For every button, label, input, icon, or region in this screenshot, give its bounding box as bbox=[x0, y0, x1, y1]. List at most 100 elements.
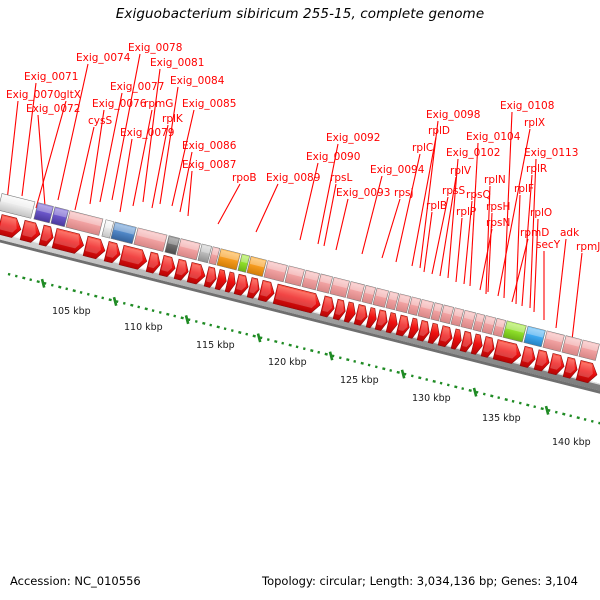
gene-feature-reverse[interactable] bbox=[272, 283, 322, 315]
gene-feature-forward[interactable] bbox=[133, 227, 168, 252]
gene-feature-forward[interactable] bbox=[372, 287, 389, 308]
gene-feature-forward[interactable] bbox=[542, 330, 565, 353]
gene-label[interactable]: rplF bbox=[514, 183, 534, 195]
gene-label[interactable]: rpsH bbox=[486, 201, 511, 213]
gene-label[interactable]: rplX bbox=[524, 117, 546, 129]
gene-label[interactable]: secY bbox=[536, 239, 561, 251]
gene-label[interactable]: Exig_0084 bbox=[170, 75, 225, 87]
gene-label[interactable]: rplK bbox=[162, 113, 183, 125]
gene-feature-reverse[interactable] bbox=[365, 307, 379, 329]
gene-label[interactable]: Exig_0094 bbox=[370, 164, 425, 176]
gene-feature-reverse[interactable] bbox=[145, 251, 163, 274]
gene-feature-forward[interactable] bbox=[176, 238, 201, 261]
gene-feature-forward[interactable] bbox=[0, 193, 36, 219]
gene-feature-reverse[interactable] bbox=[319, 295, 337, 318]
gene-label[interactable]: rplD bbox=[428, 125, 450, 137]
gene-label[interactable]: Exig_0081 bbox=[150, 57, 205, 69]
gene-feature-reverse[interactable] bbox=[82, 235, 107, 260]
gene-feature-reverse[interactable] bbox=[427, 322, 442, 345]
gene-feature-reverse[interactable] bbox=[450, 328, 464, 350]
gene-feature-forward[interactable] bbox=[361, 284, 377, 305]
gene-label[interactable]: gltX bbox=[60, 89, 81, 101]
gene-label[interactable]: adk bbox=[560, 227, 580, 239]
gene-feature-forward[interactable] bbox=[101, 219, 115, 239]
gene-label[interactable]: Exig_0089 bbox=[266, 172, 321, 184]
gene-label[interactable]: rpoB bbox=[232, 172, 257, 184]
gene-feature-forward[interactable] bbox=[439, 304, 455, 325]
gene-label[interactable]: Exig_0078 bbox=[128, 42, 183, 54]
gene-label[interactable]: rpmG bbox=[144, 98, 174, 110]
gene-feature-forward[interactable] bbox=[385, 290, 400, 311]
gene-feature-reverse[interactable] bbox=[19, 219, 42, 244]
gene-feature-reverse[interactable] bbox=[562, 356, 580, 379]
gene-feature-reverse[interactable] bbox=[492, 339, 523, 365]
gene-feature-reverse[interactable] bbox=[173, 258, 191, 281]
gene-feature-reverse[interactable] bbox=[233, 273, 251, 296]
gene-feature-reverse[interactable] bbox=[416, 319, 432, 342]
gene-label[interactable]: cysS bbox=[88, 115, 113, 127]
gene-label[interactable]: Exig_0077 bbox=[110, 81, 165, 93]
gene-feature-reverse[interactable] bbox=[203, 266, 219, 289]
gene-label[interactable]: rplP bbox=[456, 206, 477, 218]
gene-feature-reverse[interactable] bbox=[407, 317, 421, 339]
gene-feature-forward[interactable] bbox=[346, 281, 365, 302]
gene-feature-forward[interactable] bbox=[50, 206, 69, 228]
gene-feature-forward[interactable] bbox=[237, 253, 251, 273]
gene-feature-reverse[interactable] bbox=[519, 345, 537, 369]
gene-label[interactable]: Exig_0113 bbox=[524, 147, 579, 159]
gene-label[interactable]: Exig_0079 bbox=[120, 127, 175, 139]
gene-label[interactable]: rpsQ bbox=[466, 189, 491, 201]
gene-label[interactable]: Exig_0087 bbox=[182, 159, 237, 171]
gene-feature-forward[interactable] bbox=[164, 235, 181, 256]
gene-label[interactable]: rpmD bbox=[520, 227, 550, 239]
gene-feature-forward[interactable] bbox=[407, 296, 422, 316]
gene-feature-forward[interactable] bbox=[460, 309, 477, 330]
gene-feature-reverse[interactable] bbox=[395, 314, 412, 337]
gene-label[interactable]: Exig_0076 bbox=[92, 98, 147, 110]
gene-feature-forward[interactable] bbox=[472, 312, 486, 332]
gene-feature-forward[interactable] bbox=[417, 299, 434, 320]
gene-label[interactable]: rpsJ bbox=[394, 187, 414, 199]
gene-feature-reverse[interactable] bbox=[0, 214, 23, 240]
gene-feature-forward[interactable] bbox=[208, 246, 221, 266]
gene-feature-forward[interactable] bbox=[578, 339, 600, 361]
gene-feature-forward[interactable] bbox=[33, 202, 54, 224]
gene-label[interactable]: Exig_0072 bbox=[26, 103, 81, 115]
gene-feature-reverse[interactable] bbox=[257, 279, 276, 303]
gene-feature-forward[interactable] bbox=[263, 260, 288, 283]
gene-feature-reverse[interactable] bbox=[343, 301, 358, 324]
gene-label[interactable]: Exig_0071 bbox=[24, 71, 79, 83]
gene-label[interactable]: rplO bbox=[530, 207, 553, 219]
gene-feature-forward[interactable] bbox=[65, 210, 104, 236]
gene-label[interactable]: Exig_0090 bbox=[306, 151, 361, 163]
gene-feature-forward[interactable] bbox=[395, 293, 412, 314]
gene-feature-reverse[interactable] bbox=[575, 360, 599, 384]
gene-label[interactable]: rplN bbox=[484, 174, 506, 186]
gene-feature-reverse[interactable] bbox=[38, 224, 56, 247]
gene-feature-reverse[interactable] bbox=[332, 298, 348, 321]
gene-feature-forward[interactable] bbox=[329, 276, 350, 298]
gene-label[interactable]: Exig_0074 bbox=[76, 52, 131, 64]
gene-feature-reverse[interactable] bbox=[246, 277, 262, 300]
gene-feature-reverse[interactable] bbox=[459, 330, 475, 353]
gene-feature-reverse[interactable] bbox=[470, 333, 485, 356]
gene-feature-forward[interactable] bbox=[481, 315, 497, 335]
gene-label[interactable]: Exig_0092 bbox=[326, 132, 381, 144]
gene-feature-forward[interactable] bbox=[301, 269, 320, 291]
gene-label[interactable]: rpsN bbox=[486, 217, 511, 229]
gene-feature-forward[interactable] bbox=[502, 320, 527, 343]
gene-feature-reverse[interactable] bbox=[103, 241, 122, 264]
gene-label[interactable]: Exig_0086 bbox=[182, 140, 237, 152]
gene-feature-forward[interactable] bbox=[430, 302, 444, 322]
gene-feature-forward[interactable] bbox=[246, 255, 267, 277]
gene-feature-forward[interactable] bbox=[561, 335, 582, 357]
gene-label[interactable]: rplV bbox=[450, 165, 472, 177]
gene-label[interactable]: Exig_0093 bbox=[336, 187, 391, 199]
gene-label[interactable]: rpsS bbox=[442, 185, 466, 197]
gene-feature-reverse[interactable] bbox=[533, 349, 551, 373]
gene-feature-reverse[interactable] bbox=[158, 254, 177, 278]
gene-feature-reverse[interactable] bbox=[214, 269, 229, 291]
gene-feature-forward[interactable] bbox=[197, 243, 213, 264]
gene-label[interactable]: rplR bbox=[526, 163, 548, 175]
gene-label[interactable]: Exig_0085 bbox=[182, 98, 237, 110]
